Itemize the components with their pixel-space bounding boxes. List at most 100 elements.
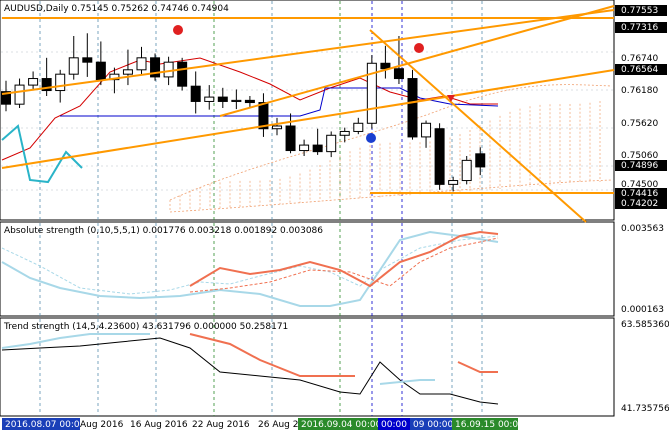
descending-trendline[interactable] bbox=[369, 29, 587, 223]
abs-bull-signal bbox=[1, 235, 499, 295]
time-label: 26 Aug 20 bbox=[258, 420, 304, 430]
candle-body bbox=[136, 57, 147, 71]
abs-bear-line bbox=[189, 230, 499, 288]
trend-strength-panel[interactable] bbox=[0, 317, 615, 417]
candle-body bbox=[448, 180, 459, 185]
price-label: 0.77553 bbox=[621, 6, 658, 16]
candle-body bbox=[407, 78, 418, 138]
candle-body bbox=[28, 78, 39, 86]
price-label: 0.75060 bbox=[621, 151, 658, 161]
time-label-box bbox=[2, 418, 80, 430]
candle-body bbox=[339, 130, 350, 136]
buy-signal-icon bbox=[366, 133, 376, 143]
candle-body bbox=[190, 85, 201, 102]
cloud-span-b bbox=[169, 179, 613, 213]
price-label: 0.74500 bbox=[621, 180, 658, 190]
candle-body bbox=[41, 78, 52, 92]
price-label-box bbox=[615, 188, 667, 199]
price-label-box bbox=[615, 160, 667, 171]
candle-body bbox=[231, 99, 242, 102]
indicator-lines bbox=[1, 57, 499, 184]
upper-trendline-1[interactable] bbox=[1, 9, 615, 95]
candle-body bbox=[326, 134, 337, 153]
ichimoku-cloud bbox=[169, 84, 613, 213]
time-label: 16.09.15 00:00 bbox=[455, 420, 524, 430]
time-label-box bbox=[452, 418, 518, 430]
candle-body bbox=[380, 62, 391, 70]
absolute-strength-panel[interactable] bbox=[0, 221, 615, 317]
price-label: 0.74202 bbox=[621, 199, 658, 209]
candle-body bbox=[258, 102, 269, 130]
candle-body bbox=[217, 96, 228, 102]
candle-body bbox=[475, 153, 486, 168]
abs-scale-bottom: 0.000163 bbox=[621, 305, 664, 315]
candle-body bbox=[244, 99, 255, 104]
trend-scale-top: 63.585360 bbox=[621, 320, 669, 330]
time-label: 09 00:00 bbox=[413, 420, 454, 430]
candle-body bbox=[68, 57, 79, 75]
time-label-box bbox=[298, 418, 378, 430]
trend-down-line bbox=[189, 333, 355, 377]
price-label: 0.76740 bbox=[621, 54, 658, 64]
time-label: 2016.09.04 00:00 bbox=[301, 420, 382, 430]
candle-body bbox=[366, 62, 377, 124]
candle-body bbox=[461, 159, 472, 182]
price-label: 0.74896 bbox=[621, 161, 658, 171]
time-label-box bbox=[410, 418, 452, 430]
time-label: Aug 2016 bbox=[80, 420, 124, 430]
lower-trendline[interactable] bbox=[1, 69, 615, 169]
time-label-box bbox=[378, 418, 410, 430]
time-label: 2016.08.07 00:00 bbox=[5, 420, 86, 430]
trend-down-line bbox=[457, 361, 498, 373]
candle-body bbox=[353, 122, 364, 132]
trend-scale-bottom: 41.735756 bbox=[621, 404, 669, 414]
candle-body bbox=[109, 73, 120, 81]
candle-body bbox=[393, 68, 404, 80]
main-panel[interactable] bbox=[0, 0, 615, 221]
kijun-line bbox=[60, 87, 499, 117]
price-label: 0.77316 bbox=[621, 23, 658, 33]
price-label: 0.76180 bbox=[621, 86, 658, 96]
chikou-line bbox=[1, 124, 83, 184]
candle-body bbox=[299, 144, 310, 152]
subpanel-lines bbox=[1, 230, 499, 405]
abs-bear-signal bbox=[189, 237, 499, 293]
time-label: 22 Aug 2016 bbox=[192, 420, 250, 430]
price-label: 0.76564 bbox=[621, 65, 658, 75]
sell-signal-icon bbox=[173, 25, 183, 35]
candle-body bbox=[312, 144, 323, 153]
candle-body bbox=[122, 69, 133, 75]
trendlines[interactable] bbox=[1, 5, 615, 223]
candle-body bbox=[1, 91, 11, 105]
candle-body bbox=[163, 61, 174, 78]
price-label: 0.74416 bbox=[621, 189, 658, 199]
candle-body bbox=[55, 73, 66, 92]
candle-body bbox=[177, 61, 188, 87]
trend-main-line bbox=[1, 337, 499, 405]
upper-trendline-2[interactable] bbox=[219, 5, 615, 117]
abs-strength-title: Absolute strength (0,10,5,5,1) 0.001776 … bbox=[4, 226, 323, 236]
candle-body bbox=[95, 61, 106, 81]
symbol-header: AUDUSD,Daily 0.75145 0.75262 0.74746 0.7… bbox=[4, 4, 229, 14]
candle-body bbox=[150, 57, 161, 78]
cloud-span-a bbox=[169, 84, 613, 201]
price-label-box bbox=[615, 198, 667, 209]
candles bbox=[1, 33, 486, 192]
price-label: 0.75620 bbox=[621, 119, 658, 129]
time-label: 00:00 bbox=[381, 420, 407, 430]
candle-body bbox=[82, 57, 93, 63]
sell-signal-icon bbox=[414, 43, 424, 53]
candle-body bbox=[421, 122, 432, 138]
arrow-down-icon bbox=[447, 95, 455, 102]
candle-body bbox=[272, 125, 282, 130]
price-label-box bbox=[615, 22, 667, 33]
trend-strength-title: Trend strength (14,5,4.23600) 43.631796 … bbox=[3, 322, 288, 332]
candle-body bbox=[434, 128, 445, 185]
candle-body bbox=[285, 125, 296, 152]
trend-up-line bbox=[379, 379, 435, 385]
abs-scale-top: 0.003563 bbox=[621, 224, 664, 234]
trend-up-line bbox=[1, 333, 150, 349]
